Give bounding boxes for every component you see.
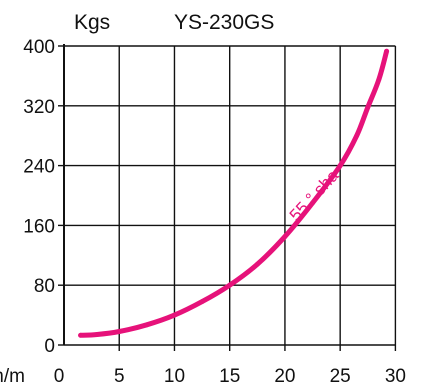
data-point [376,77,382,83]
series-annotation: 55 ° sha [286,166,343,225]
data-point [199,299,205,305]
data-point [365,104,371,110]
data-point [172,312,177,318]
data-point [310,200,315,206]
data-point [227,282,233,288]
x-tick-label: 30 [385,366,406,387]
series-layer [78,48,390,338]
data-point [94,332,100,337]
y-tick-labels: 0 80 160 240 320 400 [23,37,55,357]
y-tick-label: 400 [23,37,55,58]
data-point [282,234,288,240]
x-tick-label: 25 [330,366,351,387]
y-tick-label: 320 [23,97,55,118]
annotations: 55 ° sha [286,166,343,225]
x-tick-label: 0 [54,366,65,387]
data-point [354,133,360,139]
y-tick-label: 80 [34,276,55,297]
data-point [254,261,260,267]
chart-title: YS-230GS [174,11,274,34]
x-tick-label: 5 [114,366,125,387]
x-tick-label: 15 [219,366,240,387]
y-tick-label: 160 [23,216,55,237]
x-axis-unit-label: m/m [0,366,25,387]
y-tick-label: 0 [44,336,55,357]
data-point [384,48,389,54]
y-tick-label: 240 [23,157,55,178]
data-point [337,163,343,169]
data-point [116,329,122,334]
x-tick-label: 10 [164,366,185,387]
data-point [78,332,83,338]
x-tick-label: 20 [274,366,295,387]
data-point [144,322,150,328]
y-axis-label: Kgs [74,11,110,34]
grid [58,44,397,351]
x-tick-labels: 05101520253035 [54,366,406,387]
